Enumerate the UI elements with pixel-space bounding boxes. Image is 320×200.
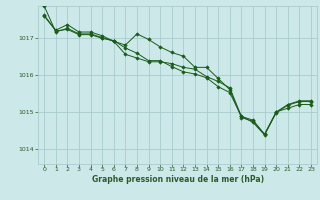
X-axis label: Graphe pression niveau de la mer (hPa): Graphe pression niveau de la mer (hPa) [92, 175, 264, 184]
